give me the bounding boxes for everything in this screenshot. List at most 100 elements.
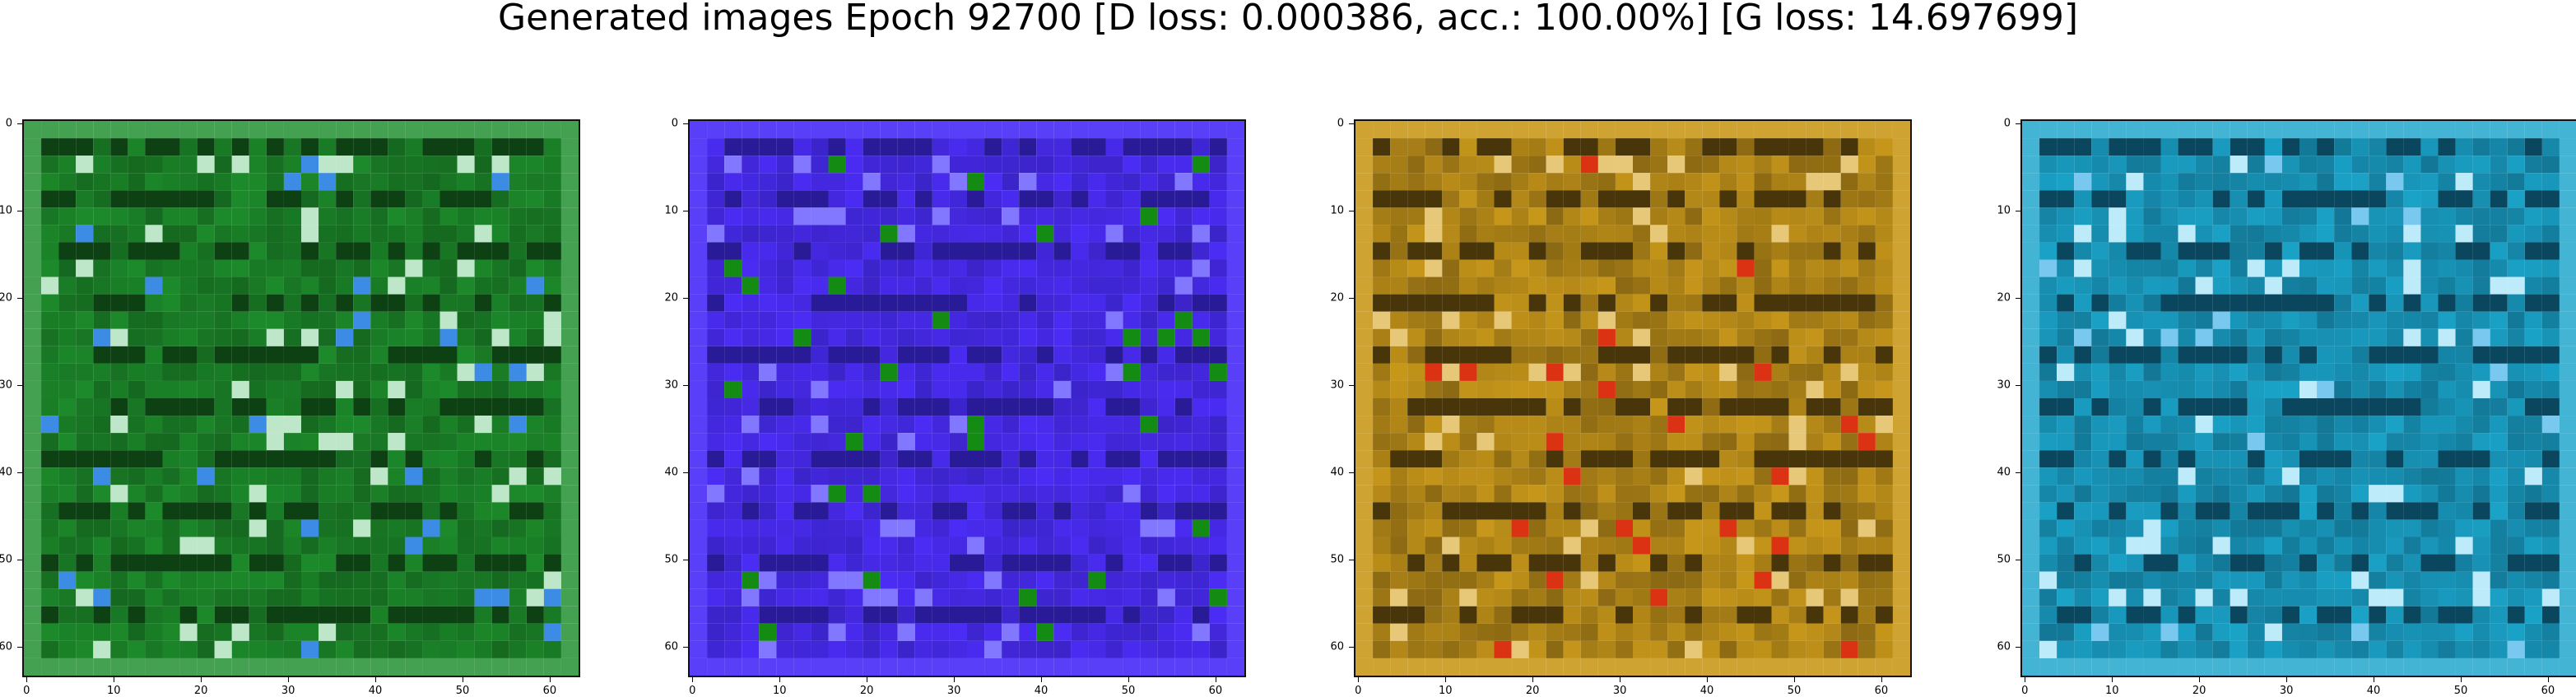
- pixel-block: [457, 328, 475, 346]
- pixel-block: [1123, 450, 1141, 468]
- pixel-block: [1002, 311, 1020, 329]
- pixel-block: [2281, 207, 2299, 225]
- pixel-block: [1806, 588, 1824, 606]
- pixel-block: [2247, 259, 2265, 277]
- pixel-block: [543, 328, 561, 346]
- pixel-block: [1546, 311, 1564, 329]
- pixel-block: [863, 537, 881, 555]
- pixel-block: [1476, 156, 1495, 174]
- pixel-block: [1407, 537, 1425, 555]
- pixel-block: [2057, 363, 2075, 381]
- pixel-block: [1373, 398, 1391, 416]
- pixel-block: [1494, 225, 1512, 243]
- pixel-block: [1823, 190, 1841, 208]
- pixel-block: [1546, 519, 1564, 537]
- pixel-block: [2264, 276, 2282, 295]
- x-tick-label: 50: [1787, 685, 1802, 697]
- pixel-block: [266, 416, 284, 434]
- pixel-block: [1667, 554, 1686, 572]
- pixel-block: [724, 433, 742, 451]
- pixel-block: [2369, 156, 2387, 174]
- pixel-block: [2299, 416, 2318, 434]
- pixel-block: [759, 554, 777, 572]
- pixel-block: [2160, 537, 2178, 555]
- pixel-block: [1806, 537, 1824, 555]
- pixel-block: [828, 346, 846, 364]
- pixel-block: [1702, 537, 1720, 555]
- pixel-block: [41, 433, 59, 451]
- pixel-block: [1494, 588, 1512, 606]
- pixel-block: [707, 485, 725, 503]
- pixel-block: [2109, 450, 2127, 468]
- pixel-block: [41, 380, 59, 398]
- pixel-block: [2195, 485, 2213, 503]
- pixel-block: [1650, 121, 1668, 139]
- pixel-block: [1840, 623, 1858, 641]
- pixel-block: [543, 554, 561, 572]
- pixel-block: [2369, 190, 2387, 208]
- pixel-block: [1719, 121, 1737, 139]
- pixel-block: [336, 467, 354, 486]
- pixel-block: [110, 537, 128, 555]
- pixel-block: [1840, 346, 1858, 364]
- pixel-block: [1892, 571, 1910, 589]
- pixel-block: [58, 433, 77, 451]
- pixel-block: [93, 588, 111, 606]
- pixel-block: [1511, 398, 1529, 416]
- pixel-block: [845, 519, 863, 537]
- pixel-block: [543, 190, 561, 208]
- pixel-block: [457, 121, 475, 139]
- pixel-block: [828, 276, 846, 295]
- pixel-block: [1511, 519, 1529, 537]
- pixel-block: [266, 207, 284, 225]
- pixel-block: [1088, 640, 1106, 658]
- pixel-block: [690, 346, 708, 364]
- pixel-block: [1806, 225, 1824, 243]
- pixel-block: [1511, 433, 1529, 451]
- pixel-block: [1053, 658, 1072, 676]
- pixel-block: [197, 173, 215, 191]
- pixel-block: [2299, 640, 2318, 658]
- pixel-block: [880, 519, 898, 537]
- pixel-block: [2369, 485, 2387, 503]
- pixel-block: [266, 554, 284, 572]
- pixel-block: [1719, 276, 1737, 295]
- pixel-block: [1737, 346, 1755, 364]
- pixel-block: [1528, 502, 1546, 520]
- pixel-block: [353, 606, 371, 624]
- pixel-block: [474, 658, 492, 676]
- pixel-block: [811, 502, 829, 520]
- pixel-block: [1719, 571, 1737, 589]
- pixel-block: [388, 276, 406, 295]
- pixel-block: [2281, 380, 2299, 398]
- pixel-block: [2472, 380, 2490, 398]
- pixel-block: [1373, 450, 1391, 468]
- pixel-block: [2091, 416, 2109, 434]
- pixel-block: [1476, 242, 1495, 260]
- pixel-block: [1615, 380, 1633, 398]
- pixel-block: [2057, 190, 2075, 208]
- pixel-block: [1053, 640, 1072, 658]
- pixel-block: [491, 519, 509, 537]
- pixel-block: [58, 121, 77, 139]
- pixel-block: [1407, 623, 1425, 641]
- pixel-block: [759, 502, 777, 520]
- pixel-block: [1088, 588, 1106, 606]
- pixel-block: [2230, 173, 2248, 191]
- pixel-block: [353, 519, 371, 537]
- pixel-block: [1157, 502, 1175, 520]
- pixel-block: [949, 380, 967, 398]
- pixel-block: [1192, 606, 1210, 624]
- pixel-block: [1071, 294, 1089, 312]
- pixel-block: [2281, 173, 2299, 191]
- pixel-block: [1390, 242, 1408, 260]
- pixel-block: [1875, 398, 1893, 416]
- pixel-block: [1226, 571, 1244, 589]
- pixel-block: [1088, 328, 1106, 346]
- pixel-block: [1494, 380, 1512, 398]
- pixel-block: [1192, 485, 1210, 503]
- pixel-block: [179, 571, 198, 589]
- pixel-block: [914, 276, 932, 295]
- pixel-block: [2369, 537, 2387, 555]
- pixel-block: [249, 416, 267, 434]
